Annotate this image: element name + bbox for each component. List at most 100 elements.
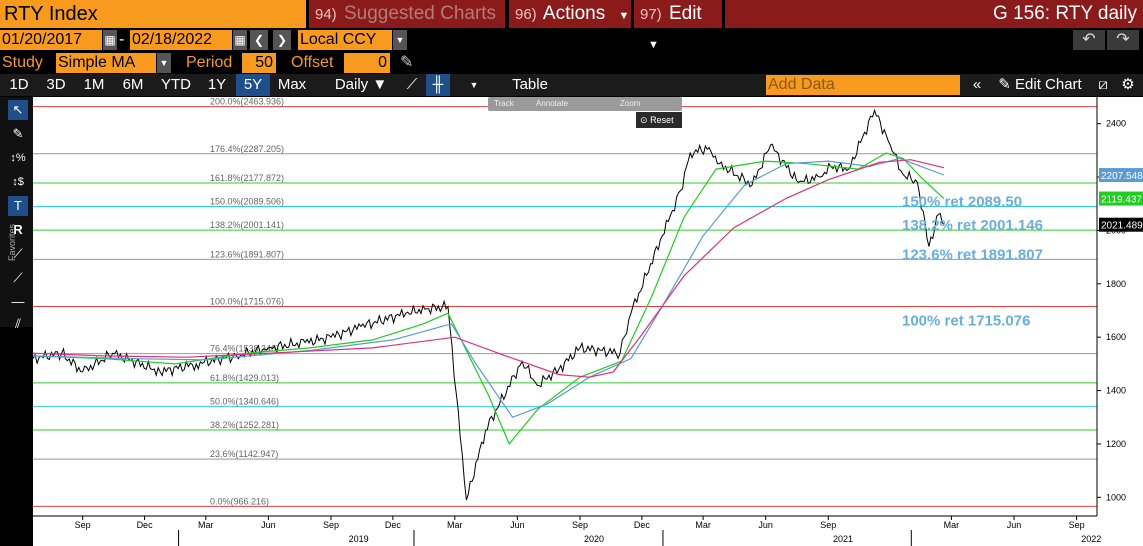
frequency-label: Daily	[334, 76, 369, 93]
fib-level-label: 0.0%(966.216)	[210, 496, 269, 506]
calendar-icon[interactable]: ▦	[233, 30, 247, 50]
fib-level-label: 23.6%(1142.947)	[210, 449, 278, 459]
edit-label: Edit	[668, 3, 702, 24]
x-tick-label: Dec	[385, 520, 402, 530]
menu-number: 96)	[515, 6, 537, 23]
ohlc-bars-icon[interactable]: ╫	[426, 74, 450, 96]
y-tick-label: 1200	[1106, 439, 1126, 449]
y-tick-label: 1400	[1106, 386, 1126, 396]
suggested-charts-button[interactable]: 94) Suggested Charts	[309, 0, 505, 28]
year-label: 2022	[1081, 534, 1101, 544]
line-chart-icon[interactable]: ⟋	[406, 76, 418, 93]
currency-select[interactable]: Local CCY	[298, 30, 392, 50]
reset-label: Reset	[650, 115, 674, 125]
edit-chart-button[interactable]: ✎ Edit Chart	[998, 76, 1082, 93]
track-button[interactable]: Track	[494, 99, 514, 108]
pencil-icon[interactable]: ✎	[400, 54, 414, 71]
last-value-label: 2021.489	[1101, 221, 1143, 232]
collapse-icon[interactable]: «	[972, 76, 982, 93]
period-tab-5y[interactable]: 5Y	[236, 74, 270, 96]
percent-tool-icon[interactable]: ↕%	[10, 152, 26, 164]
retracement-tool-icon[interactable]: R	[13, 222, 23, 237]
fib-level-label: 176.4%(2287.205)	[210, 144, 284, 154]
edit-chart-label: Edit Chart	[1015, 76, 1082, 93]
chart-title: G 156: RTY daily	[725, 0, 1143, 28]
redo-icon[interactable]: ↷	[1107, 30, 1139, 50]
prev-period-icon[interactable]: ❮	[250, 30, 268, 50]
fib-level-label: 138.2%(2001.141)	[210, 220, 284, 230]
period-input[interactable]: 50	[242, 53, 276, 73]
period-tab-1y[interactable]: 1Y	[207, 76, 227, 93]
offset-label: Offset	[291, 54, 334, 71]
gear-icon[interactable]: ⚙	[1121, 76, 1135, 93]
dollar-tool-icon[interactable]: ↕$	[12, 176, 24, 188]
y-tick-label: 2400	[1106, 119, 1126, 129]
edit-icon[interactable]: ⧄	[1098, 76, 1108, 93]
edit-menu-button[interactable]: 97) Edit ▼	[634, 0, 722, 51]
trend-line-icon[interactable]: ⟋	[13, 246, 23, 261]
actions-menu-button[interactable]: 96) Actions ▼	[509, 0, 631, 28]
last-value-label: 2119.437	[1101, 195, 1142, 206]
chevron-down-icon[interactable]: ▼	[393, 30, 407, 50]
menu-number: 94)	[315, 6, 337, 23]
fib-level-label: 200.0%(2463.936)	[210, 97, 284, 107]
x-tick-label: Dec	[137, 520, 154, 530]
year-label: 2020	[584, 534, 604, 544]
retracement-annotation: 123.6% ret 1891.807	[902, 246, 1043, 263]
annotate-icon[interactable]: ✎	[12, 126, 24, 141]
retracement-annotation: 150% ret 2089.50	[902, 194, 1022, 211]
chevron-down-icon[interactable]: ▼	[469, 80, 479, 90]
suggested-charts-label: Suggested Charts	[343, 3, 497, 24]
start-date-field[interactable]: 01/20/2017	[0, 30, 102, 50]
fib-level-label: 76.4%(1538.346)	[210, 344, 279, 354]
period-tab-6m[interactable]: 6M	[122, 76, 144, 93]
period-label: Period	[186, 54, 233, 71]
table-button[interactable]: Table	[512, 76, 548, 93]
channel-icon[interactable]: ⫽	[15, 316, 21, 331]
period-tab-1d[interactable]: 1D	[9, 76, 29, 93]
dropdown-arrow-icon: ▼	[648, 39, 659, 51]
frequency-select[interactable]: Daily ▼	[334, 76, 388, 93]
year-label: 2019	[349, 534, 369, 544]
date-separator: -	[119, 31, 125, 48]
annotate-button[interactable]: Annotate	[536, 99, 569, 108]
x-tick-label: Jun	[758, 520, 773, 530]
x-tick-label: Jun	[261, 520, 276, 530]
offset-input[interactable]: 0	[344, 53, 390, 73]
chevron-down-icon[interactable]: ▼	[157, 53, 171, 73]
reset-button[interactable]: ⊙ Reset	[636, 112, 682, 128]
undo-icon[interactable]: ↶	[1073, 30, 1105, 50]
last-value-badge	[1099, 217, 1143, 232]
calendar-icon[interactable]: ▦	[103, 30, 117, 50]
x-tick-label: Sep	[572, 520, 588, 530]
x-tick-label: Mar	[944, 520, 960, 530]
retracement-annotation: 138.2% ret 2001.146	[902, 217, 1043, 234]
horizontal-line-icon[interactable]: —	[11, 294, 25, 309]
ticker-field[interactable]: RTY Index	[0, 0, 306, 28]
x-tick-label: Sep	[820, 520, 836, 530]
cursor-icon[interactable]: ↖	[8, 100, 28, 120]
x-tick-label: Dec	[634, 520, 651, 530]
text-tool-icon[interactable]: T	[8, 196, 28, 216]
next-period-icon[interactable]: ❯	[273, 30, 291, 50]
last-value-label: 2207.548	[1101, 171, 1143, 182]
x-tick-label: Sep	[323, 520, 339, 530]
x-tick-label: Sep	[75, 520, 91, 530]
period-tab-max[interactable]: Max	[277, 76, 307, 93]
ray-line-icon[interactable]: ⟋	[13, 270, 23, 285]
ma100-line	[32, 157, 945, 419]
zoom-button[interactable]: Zoom	[620, 99, 641, 108]
price-series-line	[32, 108, 945, 501]
fib-level-label: 161.8%(2177.872)	[210, 173, 284, 183]
ma50-line	[32, 152, 945, 446]
period-tab-3d[interactable]: 3D	[46, 76, 66, 93]
period-tab-1m[interactable]: 1M	[83, 76, 105, 93]
study-select[interactable]: Simple MA	[56, 53, 156, 73]
end-date-field[interactable]: 02/18/2022	[130, 30, 232, 50]
chart-tools-bar[interactable]: Track Annotate Zoom	[488, 97, 682, 111]
period-tab-ytd[interactable]: YTD	[161, 76, 191, 93]
year-label: 2021	[833, 534, 853, 544]
fib-level-label: 150.0%(2089.506)	[210, 197, 284, 207]
add-data-input[interactable]: Add Data	[766, 75, 960, 95]
